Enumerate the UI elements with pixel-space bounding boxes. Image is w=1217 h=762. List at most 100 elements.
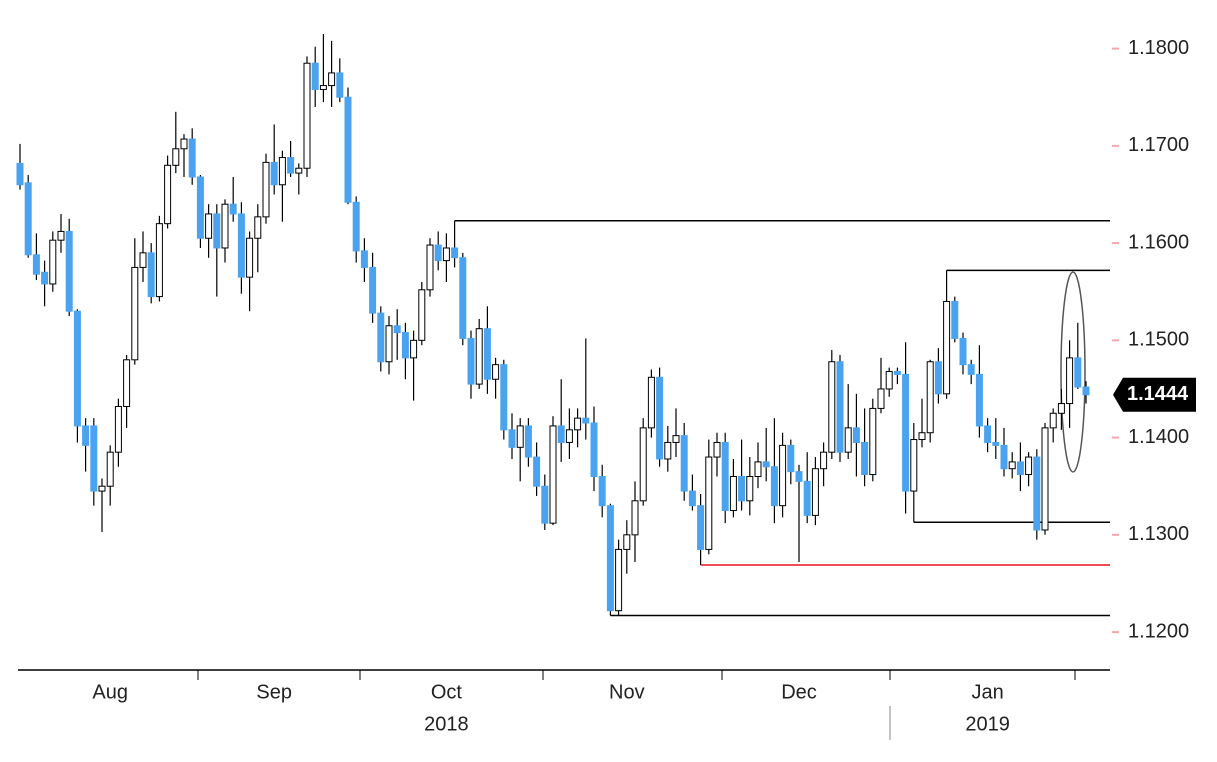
candle-body bbox=[508, 429, 516, 448]
candle-body bbox=[73, 310, 81, 427]
candle-body bbox=[442, 247, 450, 262]
candle-body bbox=[393, 325, 401, 334]
candle-body bbox=[1008, 461, 1016, 470]
candle-body bbox=[451, 247, 459, 259]
candle-body bbox=[729, 475, 737, 512]
candle-body bbox=[500, 364, 508, 431]
candle-body bbox=[992, 441, 1000, 446]
candle-body bbox=[984, 425, 992, 443]
candle-body bbox=[770, 466, 778, 507]
candle-body bbox=[1057, 403, 1065, 414]
year-label: 2018 bbox=[424, 713, 469, 735]
candle-body bbox=[647, 376, 655, 429]
candle-body bbox=[459, 257, 467, 339]
candle-body bbox=[467, 337, 475, 385]
y-tick-label: 1.1700 bbox=[1128, 134, 1189, 156]
candle-body bbox=[656, 376, 664, 460]
candle-body bbox=[114, 405, 122, 453]
candle-body bbox=[1049, 412, 1057, 429]
candle-body bbox=[623, 534, 631, 550]
candle-body bbox=[516, 425, 524, 448]
last-price-label: 1.1444 bbox=[1127, 383, 1189, 405]
candle-body bbox=[426, 244, 434, 291]
candle-body bbox=[705, 456, 713, 550]
candle-body bbox=[98, 485, 106, 492]
candle-body bbox=[246, 237, 254, 278]
candle-body bbox=[131, 266, 139, 361]
candle-body bbox=[943, 300, 951, 395]
candle-body bbox=[738, 475, 746, 502]
candle-body bbox=[533, 456, 541, 487]
candle-body bbox=[16, 162, 24, 186]
year-label: 2019 bbox=[965, 713, 1010, 735]
candle-body bbox=[295, 167, 303, 174]
candle-body bbox=[123, 359, 131, 407]
candle-body bbox=[139, 252, 147, 268]
candle-body bbox=[410, 339, 418, 359]
candle-body bbox=[188, 138, 196, 178]
candle-body bbox=[196, 176, 204, 239]
candle-body bbox=[164, 164, 172, 225]
candle-body bbox=[1074, 357, 1082, 388]
y-tick-label: 1.1200 bbox=[1128, 620, 1189, 642]
candle-body bbox=[582, 417, 590, 424]
candle-body bbox=[319, 85, 327, 90]
candle-body bbox=[1082, 386, 1090, 396]
candle-body bbox=[221, 203, 229, 249]
candle-body bbox=[1033, 456, 1041, 531]
candle-body bbox=[385, 325, 393, 363]
candle-body bbox=[885, 370, 893, 390]
candle-body bbox=[1016, 461, 1024, 476]
candle-body bbox=[574, 417, 582, 431]
x-tick-label: Dec bbox=[781, 681, 817, 703]
candle-body bbox=[32, 254, 40, 275]
candle-body bbox=[836, 361, 844, 453]
last-price-tag bbox=[1113, 377, 1196, 412]
candle-body bbox=[951, 300, 959, 339]
candle-body bbox=[934, 361, 942, 395]
candle-body bbox=[278, 157, 286, 186]
candle-body bbox=[434, 244, 442, 262]
candle-body bbox=[795, 471, 803, 482]
candle-body bbox=[336, 72, 344, 98]
candle-body bbox=[615, 548, 623, 612]
candle-body bbox=[213, 213, 221, 249]
candle-body bbox=[155, 223, 163, 298]
candle-body bbox=[721, 441, 729, 512]
candle-body bbox=[401, 332, 409, 359]
candle-body bbox=[237, 213, 245, 278]
candle-body bbox=[590, 422, 598, 477]
candle-body bbox=[524, 425, 532, 458]
candle-body bbox=[975, 373, 983, 427]
candle-body bbox=[918, 432, 926, 441]
x-tick-label: Sep bbox=[256, 681, 292, 703]
candle-body bbox=[492, 364, 500, 380]
candle-body bbox=[172, 148, 180, 166]
candle-body bbox=[606, 505, 614, 612]
candle-body bbox=[57, 230, 65, 241]
candle-body bbox=[631, 500, 639, 536]
candle-body bbox=[549, 425, 557, 524]
candle-body bbox=[90, 425, 98, 492]
candle-body bbox=[680, 435, 688, 492]
candle-body bbox=[418, 289, 426, 341]
candle-body bbox=[557, 425, 565, 443]
candle-body bbox=[262, 161, 270, 218]
candle-body bbox=[565, 429, 573, 443]
candle-body bbox=[697, 505, 705, 550]
candle-body bbox=[779, 444, 787, 507]
candle-body bbox=[360, 250, 368, 268]
x-tick-label: Jan bbox=[971, 681, 1003, 703]
candle-body bbox=[377, 312, 385, 363]
candle-body bbox=[541, 485, 549, 524]
candle-body bbox=[1025, 456, 1033, 476]
candle-body bbox=[959, 337, 967, 366]
candle-body bbox=[598, 475, 606, 507]
candle-body bbox=[844, 427, 852, 453]
candle-body bbox=[852, 427, 860, 443]
candle-body bbox=[65, 230, 73, 312]
candle-body bbox=[926, 361, 934, 434]
candle-body bbox=[746, 475, 754, 502]
